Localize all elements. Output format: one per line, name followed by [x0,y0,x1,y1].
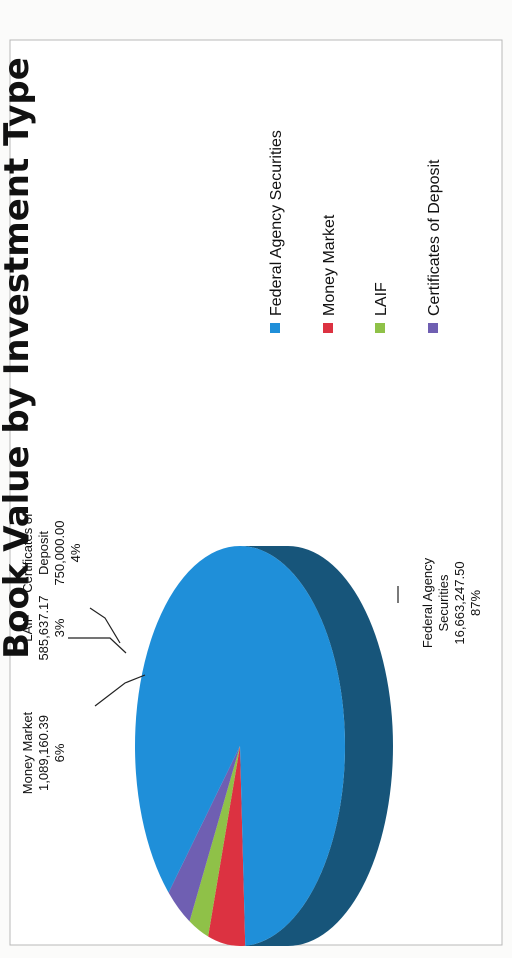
legend-cd: Certificates of Deposit [426,159,443,316]
label-federal: Federal Agency Securities 16,663,247.50 … [420,557,483,648]
pie-side [240,546,393,946]
label-money-market-name: Money Market [20,711,35,794]
label-money-market-pct: 6% [52,743,67,762]
chart-title: Book Value by Investment Type [0,57,37,659]
label-money-market-value: 1,089,160.39 [36,715,51,791]
leader-lines [68,586,399,707]
pie-depth-band [240,546,393,946]
label-money-market: Money Market 1,089,160.39 6% [20,711,67,794]
legend-laif: LAIF [373,282,390,316]
legend: Federal Agency Securities Money Market L… [268,130,443,333]
label-cd-name-2: Deposit [36,531,51,575]
pie-slice-money-market [208,746,246,946]
leader-money-market [94,674,146,707]
leader-cd [89,607,121,644]
pie-slice-certificates-of-deposit [168,746,240,922]
legend-swatch-federal [270,323,280,333]
label-laif-pct: 3% [52,618,67,637]
legend-federal: Federal Agency Securities [268,130,285,316]
label-laif-name: LAIF [20,614,35,642]
label-cd-value: 750,000.00 [52,520,67,585]
legend-money-market: Money Market [321,214,338,316]
label-federal-name-2: Securities [436,574,451,632]
label-cd-name-1: Certificates of [20,513,35,593]
label-federal-value: 16,663,247.50 [452,561,467,644]
label-federal-pct: 87% [468,590,483,616]
label-federal-name-1: Federal Agency [420,557,435,648]
label-cd-pct: 4% [68,543,83,562]
pie-top [135,546,345,946]
legend-swatch-money-market [323,323,333,333]
label-cd: Certificates of Deposit 750,000.00 4% [20,513,83,593]
legend-swatch-cd [428,323,438,333]
leader-laif [68,637,127,654]
pie-slice-laif [189,746,240,937]
label-laif-value: 585,637.17 [36,595,51,660]
label-laif: LAIF 585,637.17 3% [20,595,67,660]
pie-slice-federal-agency-securities [135,546,345,946]
legend-swatch-laif [375,323,385,333]
